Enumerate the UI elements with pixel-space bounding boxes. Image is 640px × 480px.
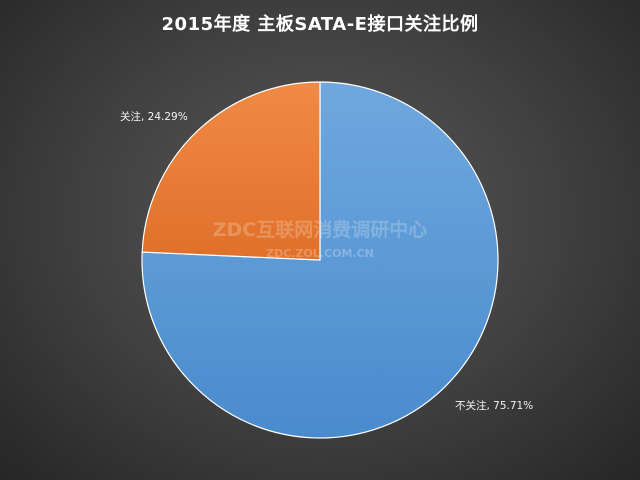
data-label-not-concerned: 不关注, 75.71%	[455, 399, 533, 412]
watermark-main: ZDC互联网消费调研中心	[213, 218, 428, 241]
watermark-sub: ZDC.ZOL.COM.CN	[266, 247, 374, 260]
pie-slice-concerned	[141, 81, 321, 261]
pie-slice-not-concerned	[141, 81, 499, 439]
chart-title: 2015年度 主板SATA-E接口关注比例	[161, 14, 479, 35]
data-label-concerned: 关注, 24.29%	[120, 110, 188, 123]
